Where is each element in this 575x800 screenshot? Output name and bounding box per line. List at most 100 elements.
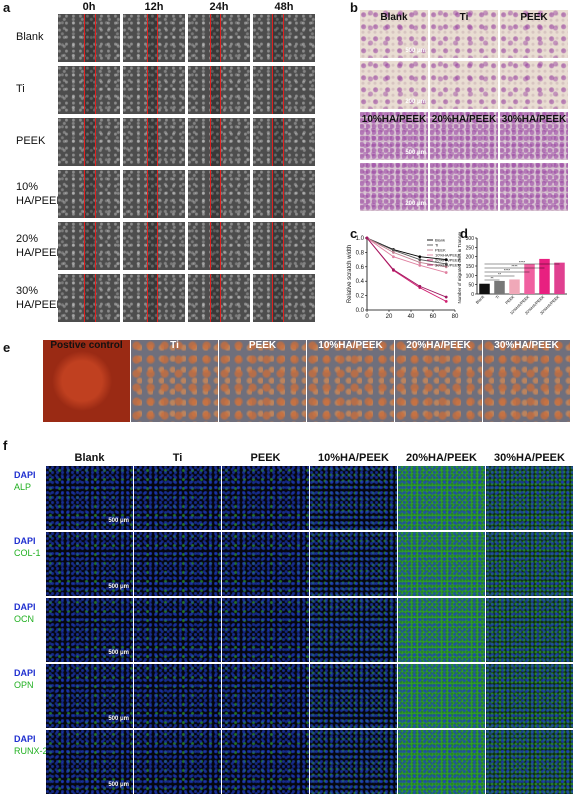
panel-f-column-header: Ti	[172, 452, 183, 464]
x-tick-label: 20	[386, 314, 393, 320]
scratch-gap	[84, 118, 96, 166]
scratch-assay-image	[253, 14, 315, 62]
legend-label: 10%HA/PEEK	[435, 253, 461, 258]
immunofluorescence-image	[134, 664, 221, 728]
panel-a-row-label: 30% HA/PEEK	[16, 285, 64, 311]
series-line	[366, 237, 447, 298]
scale-bar-label: 500 μm	[108, 782, 129, 788]
bar	[539, 258, 550, 294]
scratch-gap	[210, 66, 221, 114]
significance-label: **	[490, 276, 494, 281]
immunofluorescence-image	[134, 532, 221, 596]
data-point	[418, 284, 422, 288]
transwell-image: 30%HA/PEEK	[500, 112, 568, 160]
transwell-image: 20%HA/PEEK	[430, 112, 498, 160]
data-point	[392, 248, 395, 252]
scratch-gap	[84, 170, 96, 218]
immunofluorescence-image	[398, 532, 485, 596]
immunofluorescence-image	[222, 532, 309, 596]
y-tick-label: 300	[466, 236, 475, 242]
scratch-edge-line	[271, 170, 273, 218]
data-point	[444, 258, 448, 261]
scratch-assay-image	[123, 170, 185, 218]
immunofluorescence-image	[222, 664, 309, 728]
scratch-assay-image	[188, 274, 250, 322]
legend-label: 30%HA/PEEK	[435, 263, 461, 268]
scratch-assay-image	[58, 66, 120, 114]
immunofluorescence-image	[398, 466, 485, 530]
scratch-edge-line	[95, 222, 97, 270]
scratch-gap	[210, 170, 221, 218]
scratch-edge-line	[157, 274, 159, 322]
panel-f-stain-label: DAPI	[14, 470, 36, 480]
y-axis-label: Relative scratch width	[347, 245, 353, 303]
scratch-edge-line	[84, 14, 86, 62]
scratch-edge-line	[95, 66, 97, 114]
data-point	[418, 263, 422, 267]
scratch-gap	[210, 274, 221, 322]
scratch-assay-image	[58, 118, 120, 166]
transwell-image: PEEK	[500, 10, 568, 58]
scratch-edge-line	[282, 14, 284, 62]
immunofluorescence-image: 500 μm	[46, 598, 133, 662]
significance-label: **	[498, 272, 502, 277]
panel-e-column-header: 20%HA/PEEK	[406, 340, 471, 351]
immunofluorescence-image	[486, 466, 573, 530]
x-tick-label: Ti	[494, 294, 500, 300]
panel-e-column-header: Postive control	[50, 340, 123, 351]
scratch-edge-line	[146, 66, 148, 114]
scratch-edge-line	[157, 222, 159, 270]
data-point	[444, 271, 448, 274]
x-tick-label: PEEK	[504, 294, 515, 305]
y-tick-label: 100	[466, 273, 475, 279]
panel-e-letter: e	[3, 340, 11, 355]
scratch-assay-image	[253, 274, 315, 322]
transwell-image: 200 μm	[360, 163, 428, 211]
transwell-image	[500, 163, 568, 211]
scratch-edge-line	[84, 66, 86, 114]
alizarin-stain-image: 10%HA/PEEK	[307, 340, 394, 422]
scratch-edge-line	[146, 274, 148, 322]
panel-f-stain-label: DAPI	[14, 602, 36, 612]
scratch-assay-image	[253, 170, 315, 218]
transwell-image	[430, 163, 498, 211]
scratch-assay-image	[253, 66, 315, 114]
bar	[494, 280, 505, 294]
immunofluorescence-image	[398, 664, 485, 728]
panel-f-stain-label: DAPI	[14, 734, 36, 744]
scale-bar-label: 500 μm	[108, 716, 129, 722]
immunofluorescence-image	[310, 598, 397, 662]
panel-a-column-header: 48h	[274, 1, 294, 13]
scratch-edge-line	[282, 66, 284, 114]
scale-bar-label: 500 μm	[405, 48, 426, 54]
immunofluorescence-image: 500 μm	[46, 664, 133, 728]
scratch-assay-image	[188, 66, 250, 114]
legend-label: Blank	[435, 238, 445, 243]
transwell-group-label: PEEK	[520, 12, 548, 23]
scratch-edge-line	[95, 14, 97, 62]
data-point	[392, 268, 395, 272]
panel-a-row-label: Blank	[16, 31, 44, 43]
scratch-gap	[84, 222, 96, 270]
alizarin-stain-image: PEEK	[219, 340, 306, 422]
transwell-group-label: Blank	[380, 12, 408, 23]
y-axis-label: Number of migrated cells in Transwell	[457, 232, 462, 304]
legend-label: Ti	[435, 243, 438, 248]
y-tick-label: 150	[466, 264, 475, 270]
panel-f-marker-label: ALP	[14, 482, 32, 492]
significance-label: ****	[511, 264, 518, 269]
scratch-gap	[271, 274, 283, 322]
panel-a-column-header: 12h	[144, 1, 164, 13]
scratch-edge-line	[157, 66, 159, 114]
panel-a-row-label: 20% HA/PEEK	[16, 233, 64, 259]
transwell-image: 200 μm	[360, 61, 428, 109]
y-tick-label: 0.2	[356, 294, 365, 300]
legend-label: PEEK	[435, 248, 446, 253]
transwell-image: Blank 500 μm	[360, 10, 428, 58]
scratch-edge-line	[146, 170, 148, 218]
immunofluorescence-image	[398, 598, 485, 662]
immunofluorescence-image	[398, 730, 485, 794]
data-point	[418, 261, 422, 264]
scratch-edge-line	[146, 222, 148, 270]
scale-bar-label: 200 μm	[405, 99, 426, 105]
